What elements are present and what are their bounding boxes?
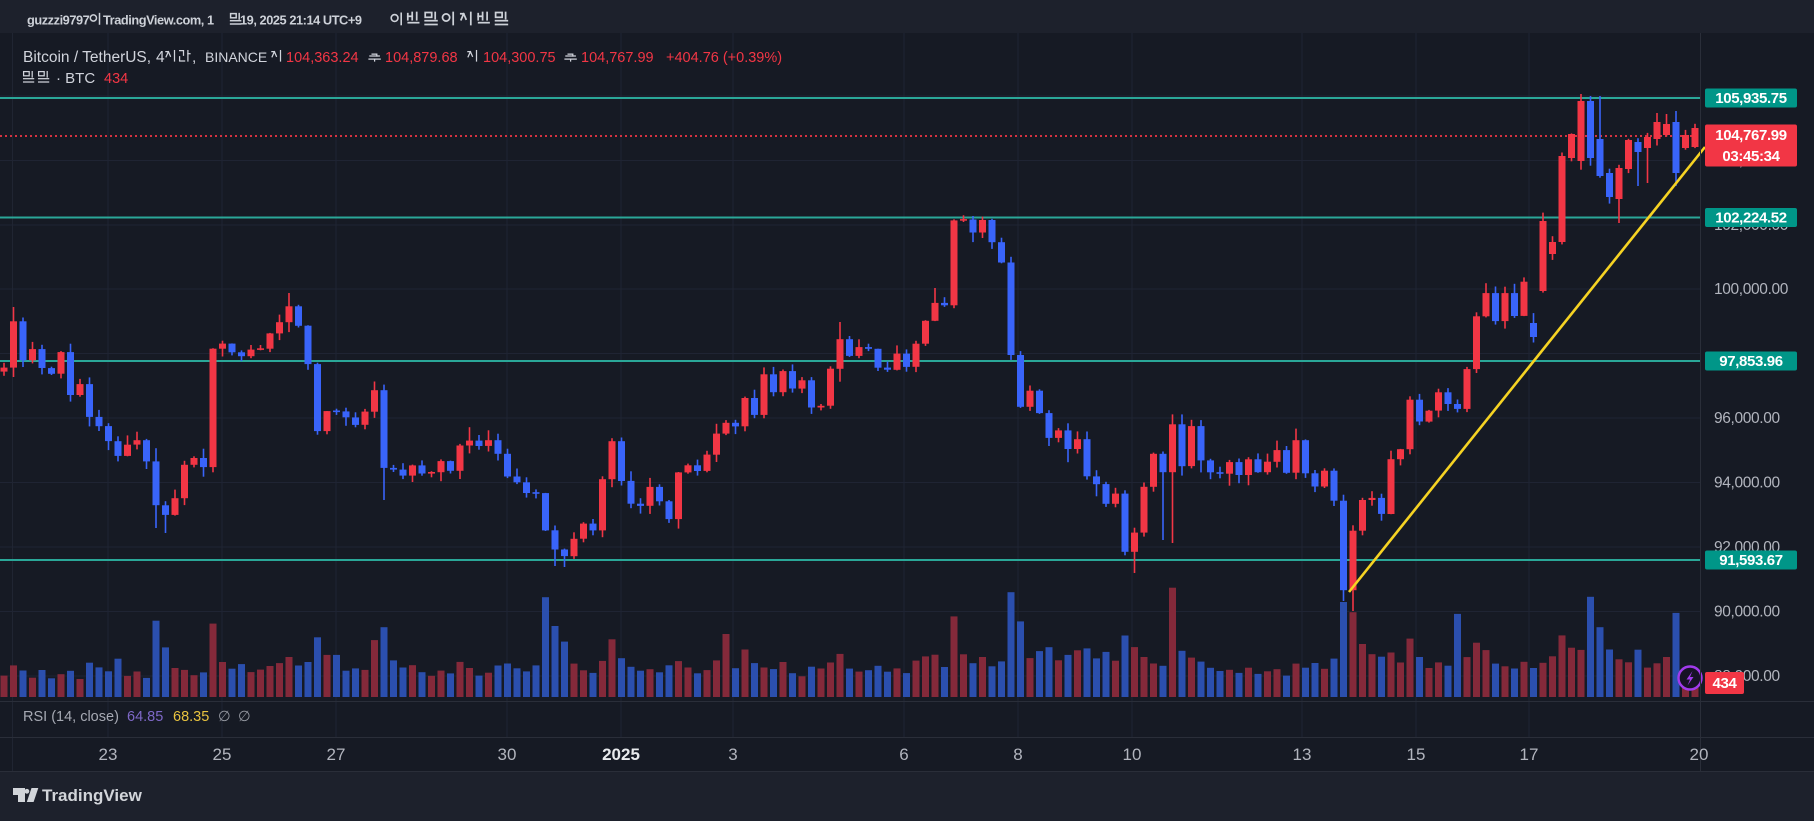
svg-text:4: 4 [156, 49, 165, 66]
svg-text:105,935.75: 105,935.75 [1715, 90, 1787, 107]
svg-text:TradingView: TradingView [42, 786, 143, 805]
svg-text:TradingView.com, 1: TradingView.com, 1 [103, 13, 214, 28]
svg-text:104,879.68: 104,879.68 [385, 50, 458, 66]
svg-text:25: 25 [213, 745, 232, 764]
svg-text:17: 17 [1520, 745, 1539, 764]
svg-text:96,000.00: 96,000.00 [1714, 410, 1781, 427]
svg-text:,: , [192, 49, 196, 66]
svg-text:64.85: 64.85 [127, 709, 163, 725]
svg-text:90,000.00: 90,000.00 [1714, 604, 1781, 621]
svg-text:15: 15 [1407, 745, 1426, 764]
svg-text:guzzzi9797: guzzzi9797 [27, 13, 90, 28]
svg-text:23: 23 [99, 745, 118, 764]
svg-text:RSI (14, close): RSI (14, close) [23, 709, 119, 725]
svg-text:13: 13 [1293, 745, 1312, 764]
svg-text:27: 27 [327, 745, 346, 764]
svg-text:10: 10 [1123, 745, 1142, 764]
svg-text:3: 3 [728, 745, 737, 764]
svg-text:104,767.99: 104,767.99 [581, 50, 654, 66]
svg-text:BINANCE: BINANCE [205, 49, 267, 65]
svg-text:104,767.99: 104,767.99 [1715, 127, 1787, 144]
svg-text:434: 434 [1713, 675, 1738, 692]
svg-text:Bitcoin / TetherUS,: Bitcoin / TetherUS, [23, 49, 151, 66]
svg-text:∅: ∅ [238, 709, 251, 725]
svg-text:91,593.67: 91,593.67 [1719, 552, 1783, 569]
svg-text:104,300.75: 104,300.75 [483, 50, 556, 66]
svg-text:8: 8 [1013, 745, 1022, 764]
svg-text:68.35: 68.35 [173, 709, 209, 725]
svg-text:∅: ∅ [218, 709, 231, 725]
svg-text:· BTC: · BTC [56, 70, 95, 87]
svg-text:94,000.00: 94,000.00 [1714, 475, 1781, 492]
svg-text:434: 434 [104, 71, 128, 87]
svg-text:03:45:34: 03:45:34 [1722, 148, 1780, 165]
svg-text:19, 2025 21:14 UTC+9: 19, 2025 21:14 UTC+9 [240, 13, 362, 28]
svg-text:97,853.96: 97,853.96 [1719, 353, 1783, 370]
svg-text:6: 6 [899, 745, 908, 764]
svg-text:20: 20 [1690, 745, 1709, 764]
svg-text:2025: 2025 [602, 745, 640, 764]
svg-text:100,000.00: 100,000.00 [1714, 281, 1789, 298]
svg-text:104,363.24: 104,363.24 [286, 50, 359, 66]
svg-text:102,224.52: 102,224.52 [1715, 210, 1787, 227]
svg-text:30: 30 [498, 745, 517, 764]
svg-text:+404.76 (+0.39%): +404.76 (+0.39%) [666, 50, 782, 66]
